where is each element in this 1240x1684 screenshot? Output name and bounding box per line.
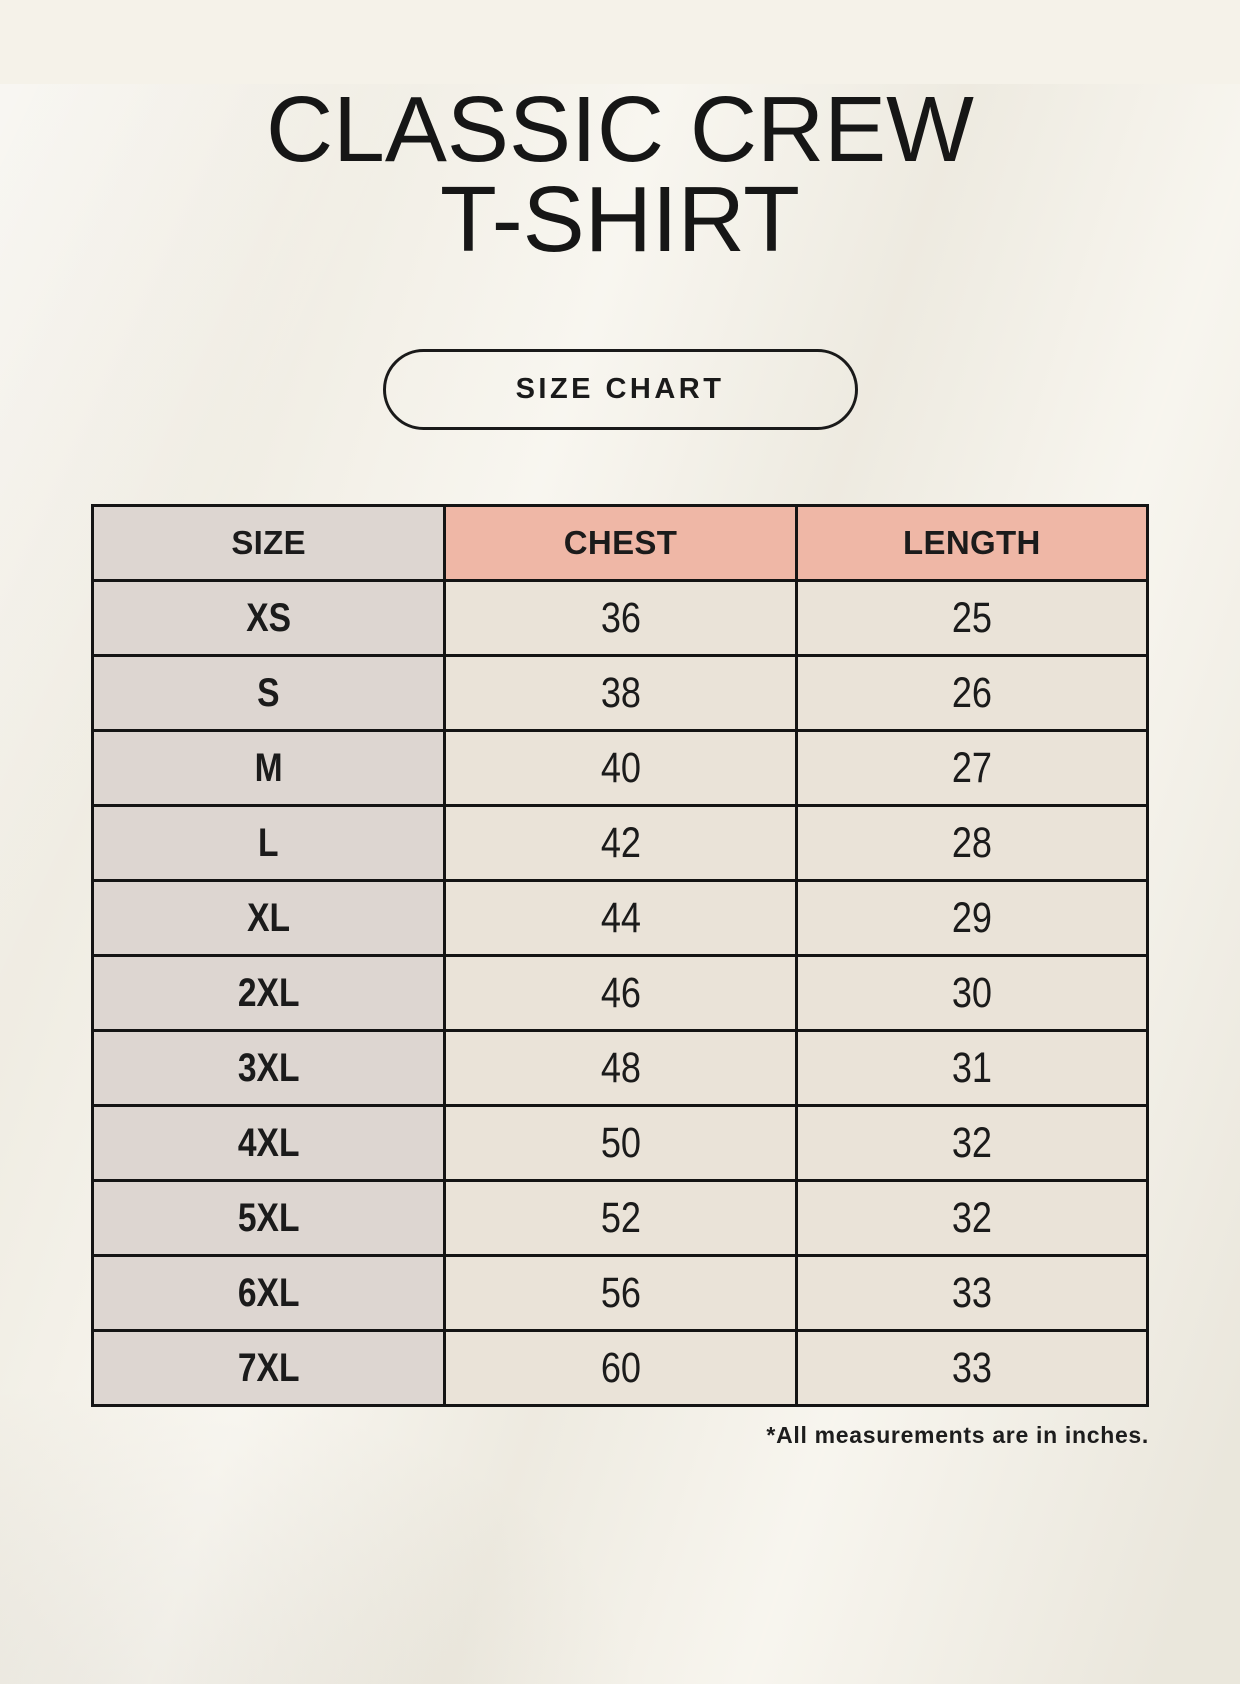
- chest-cell: 48: [443, 1029, 798, 1107]
- cell-value: 6XL: [237, 1270, 300, 1315]
- cell-value: 38: [600, 668, 641, 717]
- cell-value: S: [257, 670, 280, 715]
- chest-cell: 60: [443, 1329, 798, 1407]
- column-header-chest: CHEST: [443, 504, 798, 582]
- cell-value: 42: [600, 818, 641, 867]
- product-title-line2: T-SHIRT: [440, 167, 800, 271]
- cell-value: 27: [951, 743, 992, 792]
- cell-value: XL: [247, 895, 291, 940]
- table-row: 5XL 52 32: [90, 1179, 1150, 1257]
- size-table-header-row: SIZE CHEST LENGTH: [90, 504, 1150, 582]
- size-chart-button-label: SIZE CHART: [515, 373, 725, 405]
- table-row: 2XL 46 30: [90, 954, 1150, 1032]
- size-cell: 4XL: [90, 1104, 447, 1182]
- size-cell: S: [90, 654, 447, 732]
- cell-value: 7XL: [237, 1345, 300, 1390]
- chest-cell: 52: [443, 1179, 798, 1257]
- length-cell: 32: [794, 1179, 1150, 1257]
- size-chart-page: CLASSIC CREW T-SHIRT SIZE CHART SIZE CHE…: [0, 83, 1240, 1684]
- length-cell: 31: [794, 1029, 1150, 1107]
- size-cell: 5XL: [90, 1179, 447, 1257]
- cell-value: L: [258, 820, 279, 865]
- cell-value: 30: [951, 968, 992, 1017]
- cell-value: 60: [600, 1343, 641, 1392]
- table-row: 7XL 60 33: [90, 1329, 1150, 1407]
- cell-value: 32: [951, 1193, 992, 1242]
- cell-value: 26: [951, 668, 992, 717]
- length-cell: 33: [794, 1329, 1150, 1407]
- chest-cell: 50: [443, 1104, 798, 1182]
- cell-value: 36: [600, 593, 641, 642]
- size-cell: XS: [90, 579, 447, 657]
- cell-value: 46: [600, 968, 641, 1017]
- cell-value: 29: [951, 893, 992, 942]
- chest-cell: 46: [443, 954, 798, 1032]
- cell-value: 2XL: [237, 970, 300, 1015]
- chest-cell: 56: [443, 1254, 798, 1332]
- chest-cell: 44: [443, 879, 798, 957]
- table-row: M 40 27: [90, 729, 1150, 807]
- column-header-size: SIZE: [90, 504, 447, 582]
- cell-value: 50: [600, 1118, 641, 1167]
- length-cell: 28: [794, 804, 1150, 882]
- cell-value: M: [254, 745, 283, 790]
- size-cell: M: [90, 729, 447, 807]
- table-row: XS 36 25: [90, 579, 1150, 657]
- size-cell: L: [90, 804, 447, 882]
- length-cell: 30: [794, 954, 1150, 1032]
- chest-cell: 38: [443, 654, 798, 732]
- length-cell: 29: [794, 879, 1150, 957]
- cell-value: 31: [951, 1043, 992, 1092]
- measurement-units-footnote: *All measurements are in inches.: [766, 1422, 1149, 1448]
- length-cell: 32: [794, 1104, 1150, 1182]
- table-row: 3XL 48 31: [90, 1029, 1150, 1107]
- chest-cell: 36: [443, 579, 798, 657]
- column-header-size-label: SIZE: [231, 524, 307, 561]
- cell-value: XS: [246, 595, 292, 640]
- table-row: L 42 28: [90, 804, 1150, 882]
- cell-value: 25: [951, 593, 992, 642]
- size-table: SIZE CHEST LENGTH XS 36 25 S 38 26 M 40 27 L 42 28 X…: [90, 504, 1150, 1407]
- product-title-line1: CLASSIC CREW: [266, 77, 974, 181]
- size-chart-button[interactable]: SIZE CHART: [382, 349, 858, 430]
- table-row: XL 44 29: [90, 879, 1150, 957]
- cell-value: 4XL: [237, 1120, 300, 1165]
- cell-value: 44: [600, 893, 641, 942]
- column-header-length-label: LENGTH: [903, 524, 1041, 561]
- length-cell: 33: [794, 1254, 1150, 1332]
- cell-value: 56: [600, 1268, 641, 1317]
- length-cell: 25: [794, 579, 1150, 657]
- cell-value: 3XL: [237, 1045, 300, 1090]
- cell-value: 33: [951, 1268, 992, 1317]
- size-cell: 3XL: [90, 1029, 447, 1107]
- cell-value: 40: [600, 743, 641, 792]
- size-cell: XL: [90, 879, 447, 957]
- product-title: CLASSIC CREW T-SHIRT: [0, 83, 1240, 266]
- chest-cell: 42: [443, 804, 798, 882]
- length-cell: 26: [794, 654, 1150, 732]
- cell-value: 33: [951, 1343, 992, 1392]
- cell-value: 52: [600, 1193, 641, 1242]
- length-cell: 27: [794, 729, 1150, 807]
- size-cell: 6XL: [90, 1254, 447, 1332]
- size-cell: 7XL: [90, 1329, 447, 1407]
- cell-value: 5XL: [237, 1195, 300, 1240]
- cell-value: 28: [951, 818, 992, 867]
- table-row: 6XL 56 33: [90, 1254, 1150, 1332]
- table-row: 4XL 50 32: [90, 1104, 1150, 1182]
- column-header-length: LENGTH: [794, 504, 1150, 582]
- table-row: S 38 26: [90, 654, 1150, 732]
- size-cell: 2XL: [90, 954, 447, 1032]
- cell-value: 48: [600, 1043, 641, 1092]
- cell-value: 32: [951, 1118, 992, 1167]
- column-header-chest-label: CHEST: [563, 524, 678, 561]
- chest-cell: 40: [443, 729, 798, 807]
